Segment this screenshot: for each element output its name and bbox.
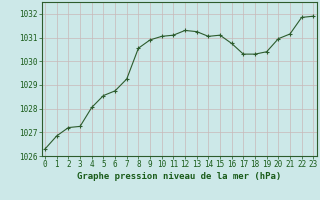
X-axis label: Graphe pression niveau de la mer (hPa): Graphe pression niveau de la mer (hPa): [77, 172, 281, 181]
